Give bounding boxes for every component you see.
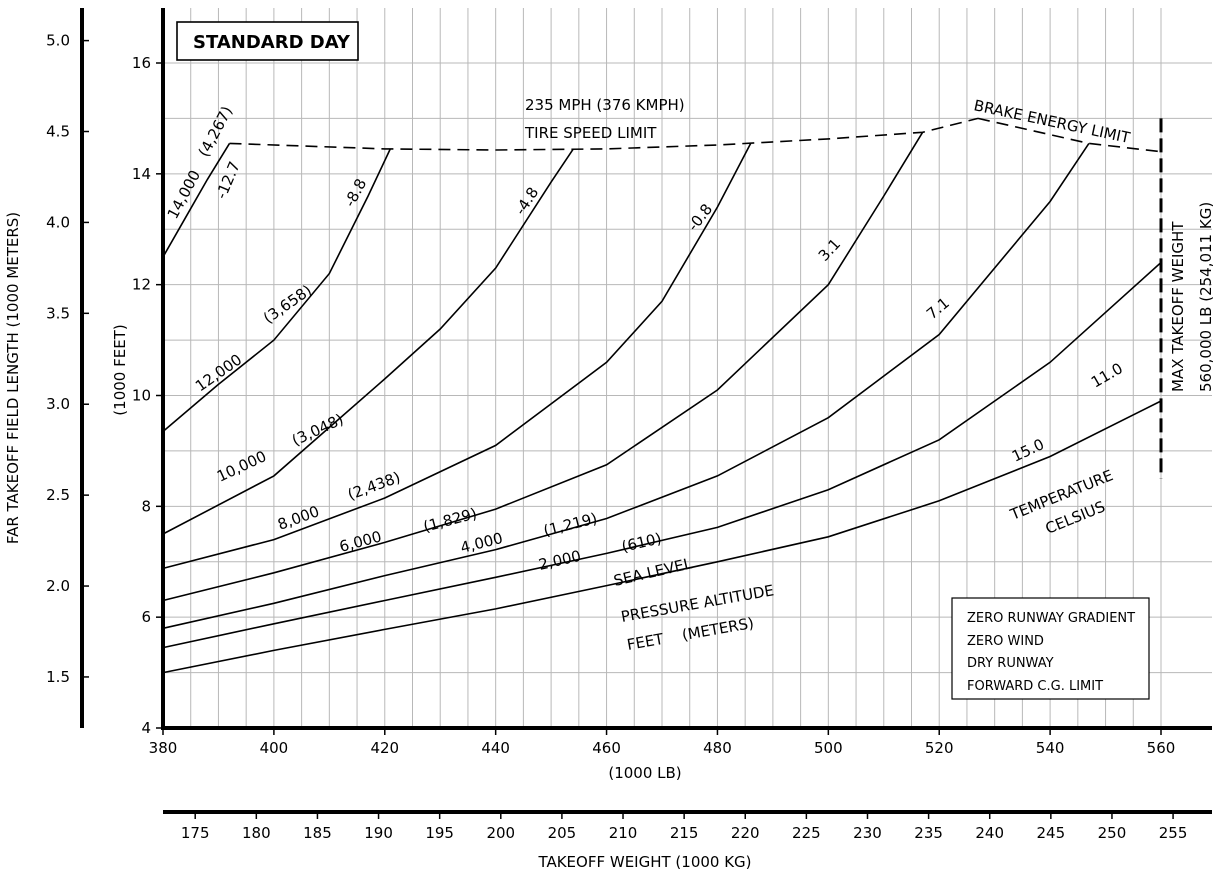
- title-box: [176, 21, 359, 61]
- altitude-curve-4: [162, 143, 752, 570]
- mtow-value: 560,000 LB (254,011 KG): [1197, 202, 1215, 392]
- kg-tick-label: 225: [792, 824, 821, 842]
- y-tick-label: 6: [141, 608, 151, 626]
- kg-tick-label: 180: [242, 824, 271, 842]
- kg-tick-label: 215: [670, 824, 699, 842]
- kg-tick-label: 195: [425, 824, 454, 842]
- y-tick-label: 10: [132, 387, 151, 405]
- temp-label-m4-8: -4.8: [511, 184, 542, 218]
- label-2000: 2,000: [537, 547, 583, 574]
- y-tick-label: 14: [132, 165, 151, 183]
- tire-speed-value: 235 MPH (376 KMPH): [525, 96, 685, 114]
- altitude-curve-2: [162, 142, 1090, 630]
- kg-tick-label: 240: [975, 824, 1004, 842]
- condition-cg-limit: FORWARD C.G. LIMIT: [967, 679, 1103, 694]
- label-8000: 8,000: [275, 502, 322, 534]
- label-610: (610): [620, 529, 663, 556]
- temp-label-11: 11.0: [1088, 359, 1126, 391]
- kg-tick-label: 245: [1037, 824, 1066, 842]
- brake-energy-label: BRAKE ENERGY LIMIT: [972, 96, 1132, 147]
- label-4267: (4,267): [195, 103, 237, 160]
- kg-tick-label: 230: [853, 824, 882, 842]
- label-1219: (1,219): [542, 509, 599, 540]
- label-sea-level: SEA LEVEL: [612, 554, 695, 590]
- y-tick-label: 12: [132, 276, 151, 294]
- x-tick-label: 500: [814, 739, 843, 757]
- kg-tick-label: 175: [181, 824, 210, 842]
- conditions-box: [951, 597, 1150, 700]
- label-3658: (3,658): [260, 281, 315, 327]
- label-6000: 6,000: [337, 527, 383, 556]
- kg-tick-label: 220: [731, 824, 760, 842]
- y-axis-label: (1000 FEET): [111, 324, 129, 415]
- meter-tick-label: 3.5: [46, 304, 70, 322]
- kg-tick-label: 250: [1098, 824, 1127, 842]
- y-tick-label: 4: [141, 719, 151, 737]
- condition-runway-gradient: ZERO RUNWAY GRADIENT: [967, 611, 1135, 626]
- temp-label-3: 3.1: [815, 235, 844, 265]
- altitude-curve-0: [162, 400, 1162, 674]
- kg-tick-label: 255: [1159, 824, 1188, 842]
- x-axis-label: (1000 LB): [608, 764, 681, 782]
- condition-dry-runway: DRY RUNWAY: [967, 656, 1054, 671]
- meter-tick-label: 2.5: [46, 486, 70, 504]
- altitude-curve-5: [162, 148, 574, 535]
- label-10000: 10,000: [214, 447, 269, 486]
- x-tick-label: 380: [149, 739, 178, 757]
- altitude-curve-6: [162, 148, 392, 433]
- y-tick-label: 8: [141, 497, 151, 515]
- meter-tick-label: 3.0: [46, 395, 70, 413]
- label-1829: (1,829): [421, 504, 478, 536]
- x-tick-label: 480: [703, 739, 732, 757]
- kg-axis-label: TAKEOFF WEIGHT (1000 KG): [537, 853, 751, 871]
- label-2438: (2,438): [345, 468, 403, 504]
- x-tick-label: 460: [592, 739, 621, 757]
- meter-tick-label: 5.0: [46, 32, 70, 50]
- x-tick-label: 400: [260, 739, 289, 757]
- meter-tick-label: 2.0: [46, 577, 70, 595]
- temp-label-15: 15.0: [1009, 435, 1047, 465]
- meter-tick-label: 1.5: [46, 668, 70, 686]
- kg-tick-label: 205: [548, 824, 577, 842]
- kg-tick-label: 190: [364, 824, 393, 842]
- x-tick-label: 440: [481, 739, 510, 757]
- brake-energy-limit-line: [977, 117, 1162, 153]
- meter-tick-label: 4.5: [46, 123, 70, 141]
- altitude-curve-7: [162, 142, 231, 258]
- kg-tick-label: 200: [486, 824, 515, 842]
- altitude-curves: [162, 131, 1162, 674]
- condition-wind: ZERO WIND: [967, 634, 1044, 649]
- altitude-curve-1: [162, 261, 1162, 649]
- tire-speed-limit-line: [229, 117, 979, 151]
- mtow-label: MAX TAKEOFF WEIGHT: [1169, 221, 1187, 392]
- x-tick-label: 520: [925, 739, 954, 757]
- x-tick-label: 540: [1036, 739, 1065, 757]
- altitude-curve-3: [162, 131, 924, 602]
- kg-tick-label: 210: [609, 824, 638, 842]
- x-tick-label: 560: [1147, 739, 1176, 757]
- x-tick-label: 420: [370, 739, 399, 757]
- temp-label-m8-8: -8.8: [341, 176, 371, 210]
- limit-lines: [229, 117, 1163, 479]
- meter-tick-label: 4.0: [46, 213, 70, 231]
- meters-axis-label: FAR TAKEOFF FIELD LENGTH (1000 METERS): [4, 212, 22, 544]
- temp-label-7: 7.1: [923, 294, 953, 323]
- kg-tick-label: 185: [303, 824, 332, 842]
- tire-speed-label: TIRE SPEED LIMIT: [524, 124, 657, 142]
- axis-ticks: 380 400 420 440 460 480 500 520 540 560 4 6 8 10 12 14 1…: [46, 32, 1187, 842]
- y-tick-label: 16: [132, 54, 151, 72]
- kg-tick-label: 235: [914, 824, 943, 842]
- label-3048: (3,048): [289, 410, 346, 449]
- chart-title: STANDARD DAY: [193, 32, 351, 53]
